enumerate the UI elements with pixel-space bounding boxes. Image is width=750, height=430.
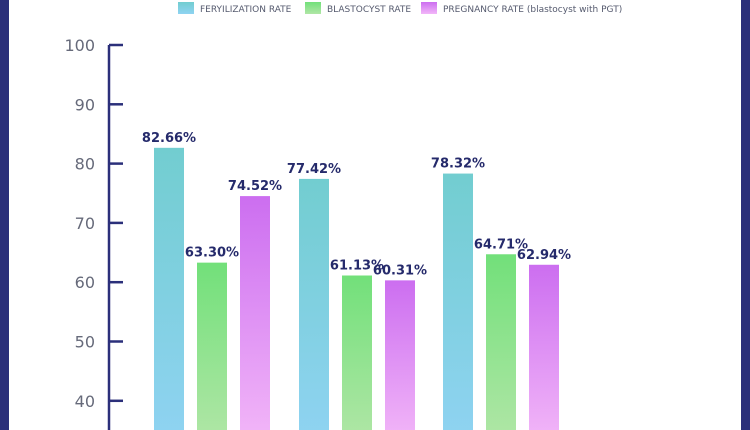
legend-label-0: FERYILIZATION RATE <box>200 5 292 15</box>
y-tick-label-70: 70 <box>75 214 95 233</box>
data-label-s1-g2: 64.71% <box>474 237 528 252</box>
data-label-s0-g1: 77.42% <box>287 162 341 177</box>
data-label-s2-g0: 74.52% <box>228 179 282 194</box>
y-tick-label-60: 60 <box>75 273 95 292</box>
chart-panel <box>9 0 741 430</box>
legend-swatch-2 <box>421 2 437 14</box>
legend-swatch-1 <box>305 2 321 14</box>
bar-s2-g2 <box>529 264 559 430</box>
data-label-s1-g0: 63.30% <box>185 246 239 261</box>
bar-s0-g2 <box>443 173 473 430</box>
legend-swatch-0 <box>178 2 194 14</box>
bar-s0-g1 <box>299 178 329 430</box>
y-tick-label-100: 100 <box>64 36 95 55</box>
y-tick-label-80: 80 <box>75 155 95 174</box>
bar-s1-g2 <box>486 254 516 430</box>
bar-s0-g0 <box>154 147 184 430</box>
bar-s2-g1 <box>385 280 415 430</box>
data-label-s2-g2: 62.94% <box>517 248 571 263</box>
y-tick-label-50: 50 <box>75 333 95 352</box>
y-tick-label-40: 40 <box>75 392 95 411</box>
data-label-s2-g1: 60.31% <box>373 263 427 278</box>
data-label-s0-g0: 82.66% <box>142 131 196 146</box>
y-tick-label-90: 90 <box>75 95 95 114</box>
bar-s2-g0 <box>240 196 270 430</box>
bar-s1-g0 <box>197 262 227 430</box>
data-label-s0-g2: 78.32% <box>431 157 485 172</box>
legend-label-2: PREGNANCY RATE (blastocyst with PGT) <box>443 5 622 15</box>
legend-label-1: BLASTOCYST RATE <box>327 5 411 15</box>
bar-s1-g1 <box>342 275 372 430</box>
data-label-s1-g1: 61.13% <box>330 258 384 273</box>
